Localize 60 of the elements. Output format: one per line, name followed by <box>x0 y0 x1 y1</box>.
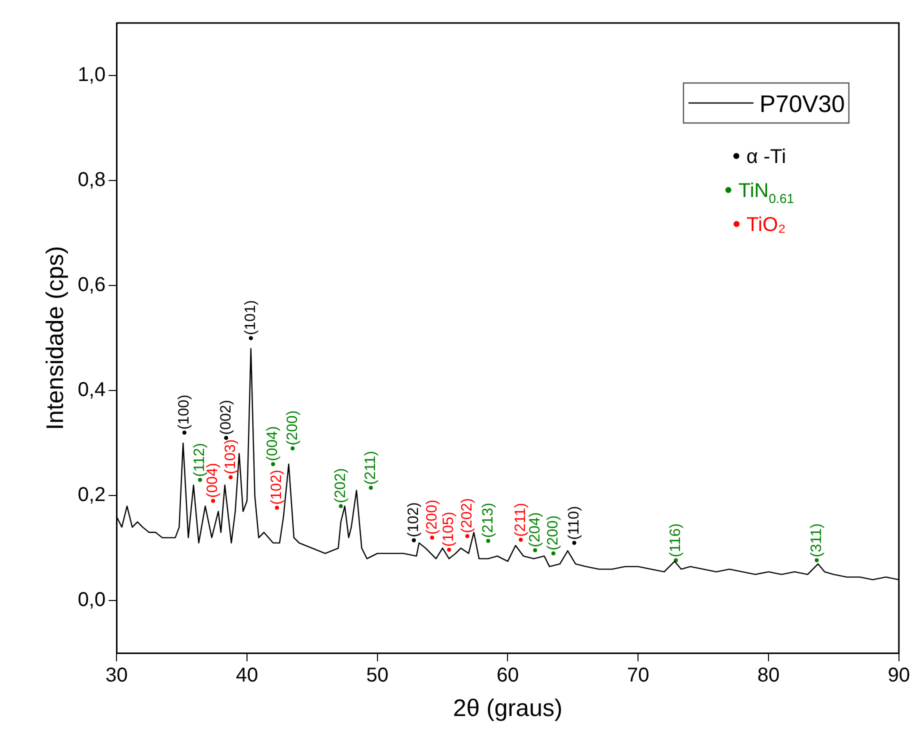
point <box>465 534 470 538</box>
x-tick-label: 40 <box>236 664 258 687</box>
annotation: (002) <box>217 400 234 435</box>
point <box>224 436 228 440</box>
x-axis-title: 2θ (graus) <box>453 695 562 722</box>
y-tick-label: 1,0 <box>78 64 106 86</box>
annotation: (200) <box>284 410 301 446</box>
annotation: (102) <box>405 502 422 538</box>
point <box>430 536 434 540</box>
y-tick-label: 0,2 <box>78 484 106 506</box>
annotation: (110) <box>565 506 582 540</box>
annotation: (103) <box>222 439 239 474</box>
point <box>274 506 279 510</box>
point <box>228 475 233 480</box>
x-tick-label: 90 <box>888 664 910 687</box>
point <box>211 498 216 503</box>
annotation: (211) <box>362 450 379 485</box>
annotation: (112) <box>191 442 208 477</box>
legend-label: α -Ti <box>746 146 786 168</box>
annotation: (102) <box>268 470 286 505</box>
y-tick-label: 0,6 <box>78 274 106 296</box>
annotation: (200) <box>544 515 562 550</box>
annotation: (213) <box>479 502 496 538</box>
annotation: (200) <box>423 500 440 535</box>
point <box>248 336 253 340</box>
point <box>338 504 343 508</box>
legend-label: TiO₂ <box>746 214 786 236</box>
y-tick-label: 0,0 <box>78 589 106 612</box>
annotation: (116) <box>667 523 684 558</box>
y-tick-label: 0,4 <box>78 379 106 402</box>
point <box>198 478 202 482</box>
point <box>182 430 186 435</box>
point <box>412 538 416 542</box>
annotation: (202) <box>332 468 349 504</box>
point <box>290 446 295 450</box>
x-tick-label: 70 <box>626 664 650 687</box>
annotation: (202) <box>458 498 476 534</box>
x-tick-label: 30 <box>105 664 128 687</box>
point <box>447 548 452 552</box>
point <box>533 548 538 552</box>
point <box>814 558 819 562</box>
point <box>368 486 373 490</box>
point <box>551 551 556 556</box>
annotation: (211) <box>512 502 529 537</box>
x-tick-label: 50 <box>366 664 388 687</box>
annotation: (311) <box>808 523 825 558</box>
annotation: (004) <box>264 426 282 462</box>
annotation: (100) <box>176 394 193 430</box>
y-axis-title: Intensidade (cps) <box>42 246 70 430</box>
x-tick-label: 80 <box>757 664 780 687</box>
point <box>572 540 576 545</box>
point <box>674 558 678 562</box>
annotation: (101) <box>242 300 260 336</box>
annotation: (105) <box>440 512 458 547</box>
x-tick-label: 60 <box>496 664 519 687</box>
point <box>486 538 490 543</box>
point <box>271 462 276 466</box>
y-tick-label: 0,8 <box>78 169 106 192</box>
point <box>518 538 523 542</box>
legend-label: P70V30 <box>759 91 845 118</box>
